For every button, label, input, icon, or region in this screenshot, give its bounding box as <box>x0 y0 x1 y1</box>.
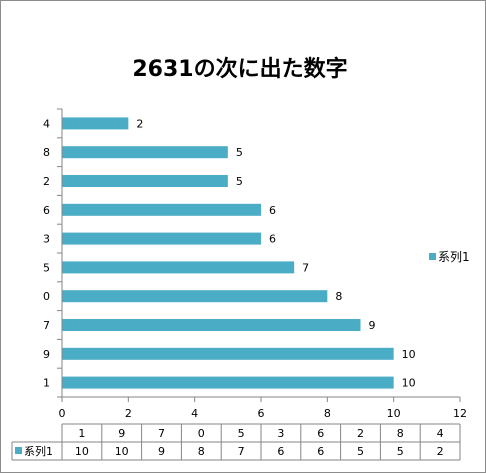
table-header-cell: 0 <box>198 427 205 440</box>
data-label: 10 <box>402 377 416 390</box>
table-legend-key <box>15 447 22 454</box>
data-label: 9 <box>369 319 376 332</box>
bar-6 <box>62 203 261 216</box>
table-header-cell: 2 <box>357 427 364 440</box>
legend: 系列1 <box>429 250 470 264</box>
x-tick-label: 8 <box>324 407 331 420</box>
x-tick-label: 0 <box>59 407 66 420</box>
data-label: 10 <box>402 348 416 361</box>
bar-3 <box>62 232 261 245</box>
table-header-cell: 5 <box>238 427 245 440</box>
table-value-cell: 5 <box>357 445 364 458</box>
table-value-cell: 6 <box>277 445 284 458</box>
bar-4 <box>62 117 129 130</box>
x-tick-label: 2 <box>125 407 132 420</box>
table-value-cell: 10 <box>75 445 89 458</box>
bar-group: 2 5 5 6 6 7 8 9 10 10 <box>62 117 416 390</box>
bar-2 <box>62 175 228 187</box>
data-label: 6 <box>269 233 276 246</box>
y-tick-label: 3 <box>43 233 50 246</box>
data-label: 2 <box>136 117 143 130</box>
table-value-cell: 8 <box>198 445 205 458</box>
table-header-cell: 1 <box>78 427 85 440</box>
x-tick-label: 12 <box>453 407 467 420</box>
table-header-cell: 9 <box>118 427 125 440</box>
bar-7 <box>62 319 361 331</box>
bar-9 <box>62 347 394 360</box>
bar-5 <box>62 261 295 274</box>
x-tick-label: 4 <box>191 407 198 420</box>
bar-0 <box>62 290 328 303</box>
table-value-cell: 2 <box>437 445 444 458</box>
data-label: 5 <box>236 175 243 188</box>
data-label: 7 <box>302 261 309 274</box>
table-row-label: 系列1 <box>24 444 53 458</box>
y-tick-label: 2 <box>43 175 50 188</box>
y-tick-label: 4 <box>43 117 50 130</box>
bar-8 <box>62 146 228 159</box>
y-tick-label: 8 <box>43 146 50 159</box>
table-value-cell: 5 <box>397 445 404 458</box>
data-table: 1 9 7 0 5 3 6 2 8 4 10 10 9 8 7 6 6 5 5 2 系列1 <box>11 423 461 461</box>
table-value-cell: 10 <box>115 445 129 458</box>
table-value-cell: 9 <box>158 445 165 458</box>
y-tick-label: 5 <box>43 261 50 274</box>
y-tick-label: 1 <box>43 377 50 390</box>
table-header-cell: 8 <box>397 427 404 440</box>
x-tick-label: 6 <box>258 407 265 420</box>
table-value-cell: 7 <box>238 445 245 458</box>
table-value-cell: 6 <box>317 445 324 458</box>
data-label: 8 <box>335 290 342 303</box>
bar-1 <box>62 376 394 389</box>
chart-title: 2631の次に出た数字 <box>132 56 347 82</box>
table-header-cell: 3 <box>277 427 284 440</box>
x-tick-label: 10 <box>387 407 401 420</box>
data-label: 5 <box>236 146 243 159</box>
table-header-cell: 7 <box>158 427 165 440</box>
y-tick-label: 0 <box>43 290 50 303</box>
y-tick-label: 7 <box>43 319 50 332</box>
legend-swatch <box>429 253 436 260</box>
legend-label: 系列1 <box>438 250 470 264</box>
table-header-cell: 6 <box>317 427 324 440</box>
data-label: 6 <box>269 204 276 217</box>
table-header-cell: 4 <box>437 427 444 440</box>
y-tick-label: 9 <box>43 348 50 361</box>
y-tick-label: 6 <box>43 204 50 217</box>
